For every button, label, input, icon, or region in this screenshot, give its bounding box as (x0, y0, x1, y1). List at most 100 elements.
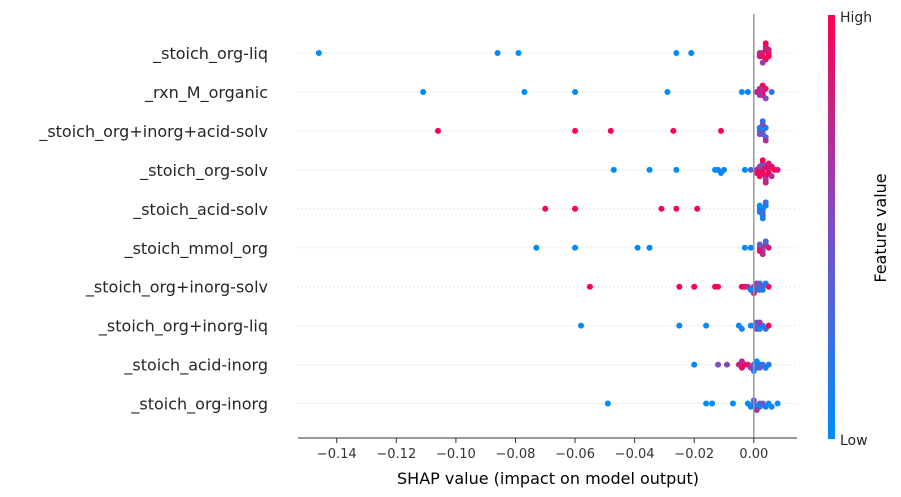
colorbar-gradient (828, 15, 835, 439)
shap-point (756, 131, 763, 138)
shap-point (572, 205, 579, 212)
feature-label: _rxn_M_organic (144, 83, 268, 103)
shap-point (747, 286, 754, 293)
shap-point (572, 88, 579, 95)
feature-rows: _stoich_org-liq _rxn_M_organic _stoich_org… (38, 44, 797, 415)
colorbar-low-label: Low (840, 433, 868, 449)
feature-label: _stoich_org+inorg+acid-solv (38, 122, 268, 142)
shap-point (435, 127, 442, 134)
shap-point (747, 166, 754, 173)
shap-point (703, 400, 710, 407)
shap-point (723, 361, 730, 368)
shap-point (759, 118, 766, 125)
shap-point (676, 322, 683, 329)
shap-point (721, 166, 728, 173)
shap-point (738, 88, 745, 95)
shap-point (533, 244, 540, 251)
shap-point (765, 361, 772, 368)
shap-point (715, 283, 722, 290)
shap-point (718, 127, 725, 134)
shap-point (756, 173, 763, 180)
feature-label: _stoich_acid-solv (132, 200, 268, 220)
shap-point (578, 322, 585, 329)
shap-point (759, 157, 766, 164)
feature-label: _stoich_org-liq (152, 44, 268, 64)
shap-point (709, 400, 716, 407)
shap-point (703, 322, 710, 329)
shap-point (756, 280, 763, 287)
shap-point (768, 88, 775, 95)
shap-point (765, 160, 772, 167)
shap-point (762, 179, 769, 186)
shap-point (586, 283, 593, 290)
shap-point (765, 53, 772, 60)
shap-point (604, 400, 611, 407)
shap-point (315, 50, 322, 56)
shap-point (738, 325, 745, 332)
shap-point (741, 166, 748, 173)
feature-label: _stoich_org-solv (139, 161, 268, 181)
shap-point (774, 166, 781, 173)
shap-point (673, 50, 680, 56)
shap-points (315, 40, 781, 413)
shap-point (691, 361, 698, 368)
shap-point (762, 137, 769, 144)
shap-point (572, 127, 579, 134)
feature-label: _stoich_mmol_org (124, 239, 268, 259)
shap-point (759, 59, 766, 66)
x-tick-label: −0.04 (615, 447, 655, 462)
colorbar-high-label: High (840, 10, 872, 26)
shap-point (765, 244, 772, 251)
shap-point (762, 95, 769, 102)
shap-point (768, 173, 775, 180)
shap-point (658, 205, 665, 212)
shap-point (765, 322, 772, 329)
shap-point (756, 124, 763, 131)
shap-point (762, 238, 769, 245)
x-axis-title: SHAP value (impact on model output) (397, 469, 699, 488)
colorbar-title: Feature value (871, 173, 890, 282)
shap-point (756, 85, 763, 92)
shap-point (715, 361, 722, 368)
shap-point (646, 166, 653, 173)
x-tick-label: −0.12 (376, 447, 416, 462)
shap-point (756, 92, 763, 99)
x-axis: −0.14 −0.12 −0.10 −0.08 −0.06 −0.04 −0.02 0.00 (298, 437, 797, 462)
shap-point (762, 40, 769, 47)
shap-point (673, 205, 680, 212)
shap-point (572, 244, 579, 251)
x-tick-label: −0.08 (496, 447, 536, 462)
shap-point (759, 286, 766, 293)
shap-point (738, 358, 745, 365)
shap-point (759, 215, 766, 222)
shap-point (676, 283, 683, 290)
shap-point (762, 199, 769, 206)
x-tick-label: −0.10 (436, 447, 476, 462)
feature-label: _stoich_org+inorg-solv (85, 278, 268, 298)
shap-point (729, 400, 736, 407)
shap-point (610, 166, 617, 173)
shap-point (756, 202, 763, 209)
shap-point (756, 403, 763, 410)
shap-point (747, 244, 754, 251)
feature-label: _stoich_org-inorg (130, 395, 268, 415)
shap-point (756, 53, 763, 60)
shap-point (688, 50, 695, 56)
shap-point (664, 88, 671, 95)
shap-point (646, 244, 653, 251)
shap-point (670, 127, 677, 134)
shap-point (673, 166, 680, 173)
x-tick-label: 0.00 (739, 447, 768, 462)
shap-point (753, 358, 760, 365)
shap-point (515, 50, 522, 56)
shap-point (420, 88, 427, 95)
shap-point (607, 127, 614, 134)
feature-label: _stoich_acid-inorg (123, 356, 268, 376)
x-tick-label: −0.06 (555, 447, 595, 462)
shap-point (494, 50, 501, 56)
shap-point (756, 241, 763, 248)
shap-point (744, 88, 751, 95)
shap-point (765, 46, 772, 53)
shap-point (756, 364, 763, 371)
